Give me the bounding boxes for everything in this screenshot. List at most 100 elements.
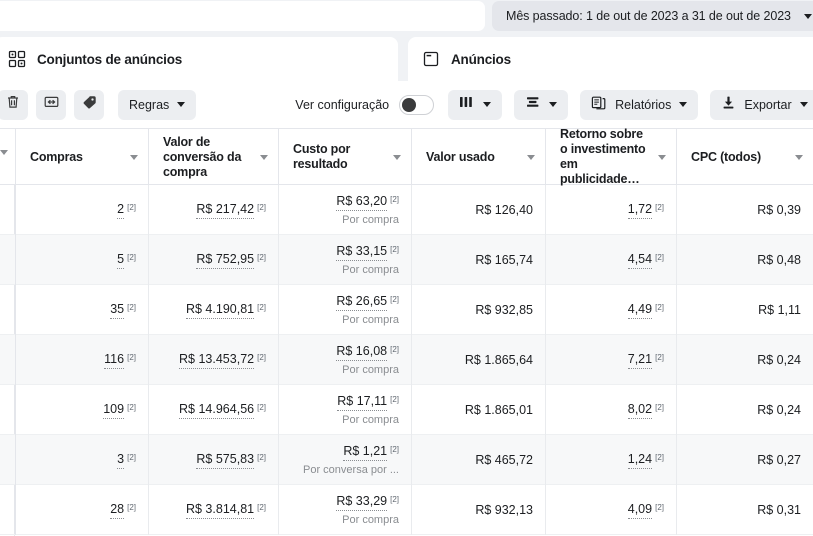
cell-cpc: R$ 1,11	[676, 285, 813, 335]
cell-value: 116	[104, 352, 125, 369]
cell-cpc: R$ 0,31	[676, 485, 813, 535]
tab-label: Conjuntos de anúncios	[37, 51, 183, 67]
cell-custo_res: R$ 63,20 [2] Por compra	[278, 185, 411, 235]
cell-value: R$ 575,83	[196, 452, 255, 469]
table-row[interactable]: 28 [2] R$ 3.814,81 [2] R$ 33,29 [2] Por compra…	[0, 485, 813, 535]
cell-value: 8,02	[627, 402, 653, 419]
cell-value: R$ 0,24	[757, 402, 801, 417]
cell-valor_conv: R$ 14.964,56 [2]	[148, 385, 278, 435]
chevron-down-icon[interactable]	[658, 154, 666, 160]
cell-value: R$ 165,74	[475, 252, 533, 267]
footnote-marker: [2]	[257, 502, 266, 512]
column-header-roas[interactable]: Retorno sobre o investimento em publicid…	[545, 127, 676, 186]
footnote-marker: [2]	[390, 244, 399, 254]
table-row[interactable]: 3 [2] R$ 575,83 [2] R$ 1,21 [2] Por conversa p…	[0, 435, 813, 485]
chevron-down-icon[interactable]	[393, 154, 401, 160]
cell-value: R$ 752,95	[196, 252, 255, 269]
column-header-compras[interactable]: Compras	[15, 129, 148, 185]
chevron-down-icon[interactable]	[527, 154, 535, 160]
cell-value: R$ 932,13	[475, 502, 533, 517]
export-button[interactable]: Exportar	[710, 89, 813, 120]
duplicate-icon	[43, 94, 60, 116]
footnote-marker: [2]	[390, 294, 399, 304]
tag-button[interactable]	[74, 89, 104, 120]
cell-value: R$ 63,20	[336, 194, 388, 211]
chevron-down-icon[interactable]	[260, 154, 268, 160]
cell-value: R$ 0,31	[757, 502, 801, 517]
reports-button[interactable]: Relatórios	[580, 89, 699, 120]
chevron-down-icon	[483, 102, 492, 107]
column-header-custo_res[interactable]: Custo por resultado	[278, 129, 411, 185]
date-range-picker[interactable]: Mês passado: 1 de out de 2023 a 31 de ou…	[492, 1, 813, 31]
cell-compras: 5 [2]	[15, 235, 148, 285]
chevron-down-icon	[0, 150, 8, 155]
cell-value: R$ 33,29	[336, 494, 388, 511]
tab-anuncios[interactable]: Anúncios	[408, 37, 813, 81]
cell-roas: 8,02 [2]	[545, 385, 676, 435]
cell-value: 5	[117, 252, 125, 269]
cell-valor_usado: R$ 1.865,01	[411, 385, 545, 435]
cell-value: 4,54	[627, 252, 653, 269]
column-header-cpc[interactable]: CPC (todos)	[676, 129, 813, 185]
chevron-down-icon	[679, 102, 688, 107]
cell-subtext: Por compra	[342, 213, 399, 226]
cell-value: 1,72	[627, 202, 653, 219]
cell-compras: 3 [2]	[15, 435, 148, 485]
toggle-knob	[402, 97, 417, 112]
chevron-down-icon[interactable]	[130, 154, 138, 160]
duplicate-button[interactable]	[36, 89, 66, 120]
adsets-grid-icon	[8, 50, 26, 68]
cell-cpc: R$ 0,24	[676, 335, 813, 385]
cell-value: 109	[103, 402, 125, 419]
table-left-divider	[14, 128, 15, 536]
cell-roas: 4,54 [2]	[545, 235, 676, 285]
chevron-down-icon	[804, 13, 812, 19]
footnote-marker: [2]	[390, 394, 399, 404]
tab-conjuntos-de-anuncios[interactable]: Conjuntos de anúncios	[0, 37, 398, 81]
table-row[interactable]: 2 [2] R$ 217,42 [2] R$ 63,20 [2] Por compra R$ …	[0, 185, 813, 235]
rules-label: Regras	[129, 97, 170, 112]
trash-icon	[5, 94, 21, 115]
view-setup-label: Ver configuração	[295, 97, 390, 112]
cell-roas: 1,72 [2]	[545, 185, 676, 235]
cell-roas: 1,24 [2]	[545, 435, 676, 485]
table-row[interactable]: 5 [2] R$ 752,95 [2] R$ 33,15 [2] Por compra R$ …	[0, 235, 813, 285]
table-row[interactable]: 109 [2] R$ 14.964,56 [2] R$ 17,11 [2] Por comp…	[0, 385, 813, 435]
footnote-marker: [2]	[257, 202, 266, 212]
search-input[interactable]	[0, 1, 485, 31]
rules-button[interactable]: Regras	[118, 89, 197, 120]
view-setup-toggle[interactable]	[399, 94, 435, 115]
cell-subtext: Por compra	[342, 413, 399, 426]
cell-value: 1,24	[627, 452, 653, 469]
delete-button[interactable]	[0, 89, 28, 120]
column-header-valor_usado[interactable]: Valor usado	[411, 129, 545, 185]
columns-button[interactable]	[448, 89, 503, 120]
table-toolbar: Regras Ver configuração	[0, 81, 813, 128]
cell-valor_usado: R$ 932,85	[411, 285, 545, 335]
table-row[interactable]: 35 [2] R$ 4.190,81 [2] R$ 26,65 [2] Por compra…	[0, 285, 813, 335]
cell-value: 4,49	[627, 302, 653, 319]
chevron-down-icon[interactable]	[795, 154, 803, 160]
table-row[interactable]: 116 [2] R$ 13.453,72 [2] R$ 16,08 [2] Por comp…	[0, 335, 813, 385]
column-header-valor_conv[interactable]: Valor de conversão da compra	[148, 129, 278, 185]
cell-custo_res: R$ 16,08 [2] Por compra	[278, 335, 411, 385]
breakdown-button[interactable]	[514, 89, 569, 120]
columns-icon	[459, 95, 475, 114]
cell-custo_res: R$ 17,11 [2] Por compra	[278, 385, 411, 435]
cell-value: R$ 0,48	[757, 252, 801, 267]
entity-tabs-row: Conjuntos de anúncios Anúncios	[0, 34, 813, 81]
footnote-marker: [2]	[257, 302, 266, 312]
footnote-marker: [2]	[127, 402, 136, 412]
cell-subtext: Por compra	[342, 363, 399, 376]
footnote-marker: [2]	[127, 202, 136, 212]
footnote-marker: [2]	[655, 302, 664, 312]
cell-value: R$ 3.814,81	[185, 502, 255, 519]
cell-value: R$ 4.190,81	[185, 302, 255, 319]
cell-value: R$ 16,08	[336, 344, 388, 361]
cell-value: R$ 1.865,64	[464, 352, 533, 367]
tag-icon	[81, 94, 98, 116]
cell-value: 7,21	[627, 352, 653, 369]
cell-custo_res: R$ 33,15 [2] Por compra	[278, 235, 411, 285]
column-header-label: Valor de conversão da compra	[163, 134, 242, 179]
